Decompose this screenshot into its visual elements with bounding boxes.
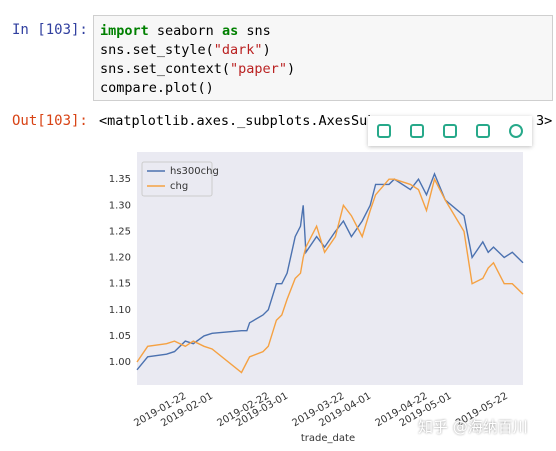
code-token: "dark": [213, 42, 263, 58]
y-tick-label: 1.15: [109, 279, 131, 290]
y-tick-label: 1.20: [109, 253, 131, 264]
code-line: sns.set_context("paper"): [100, 60, 546, 79]
code-token: sns.set_style(: [100, 42, 214, 58]
y-tick-label: 1.25: [109, 226, 131, 237]
code-token: sns.set_context(: [100, 61, 231, 77]
y-tick-label: 1.00: [109, 357, 131, 368]
tool-button[interactable]: [377, 124, 392, 138]
series-line: [136, 172, 524, 371]
code-token: compare.plot(): [100, 80, 214, 96]
code-line: sns.set_style("dark"): [100, 41, 546, 60]
code-token: import: [100, 23, 149, 39]
tool-button[interactable]: [508, 124, 523, 138]
tool-button[interactable]: [442, 124, 457, 138]
x-axis-label: trade_date: [301, 433, 355, 444]
code-token: ): [262, 42, 271, 58]
code-token: "paper": [230, 61, 287, 77]
output-text: <matplotlib.axes._subplots.AxesSub: [99, 113, 376, 129]
output-text: 3>: [536, 113, 553, 129]
in-prompt: In [103]:: [12, 22, 88, 38]
y-tick-label: 1.35: [109, 174, 131, 185]
series-line: [136, 177, 524, 374]
toolbar: [368, 116, 532, 146]
code-line: import seaborn as sns: [100, 22, 546, 41]
tool-button[interactable]: [410, 124, 425, 138]
legend-label: chg: [170, 181, 188, 192]
out-prompt: Out[103]:: [12, 113, 88, 129]
code-line: compare.plot(): [100, 79, 546, 98]
y-tick-label: 1.05: [109, 331, 131, 342]
code-token: seaborn: [148, 23, 222, 39]
y-tick-label: 1.30: [109, 200, 131, 211]
tool-button[interactable]: [475, 124, 490, 138]
legend-label: hs300chg: [170, 166, 219, 177]
code-token: sns: [238, 23, 271, 39]
y-tick-label: 1.10: [109, 305, 131, 316]
code-token: as: [221, 23, 239, 39]
code-token: ): [286, 61, 296, 77]
watermark: 知乎 @海纳百川: [418, 418, 528, 436]
code-cell[interactable]: import seaborn as sns sns.set_style("dark…: [93, 15, 553, 101]
